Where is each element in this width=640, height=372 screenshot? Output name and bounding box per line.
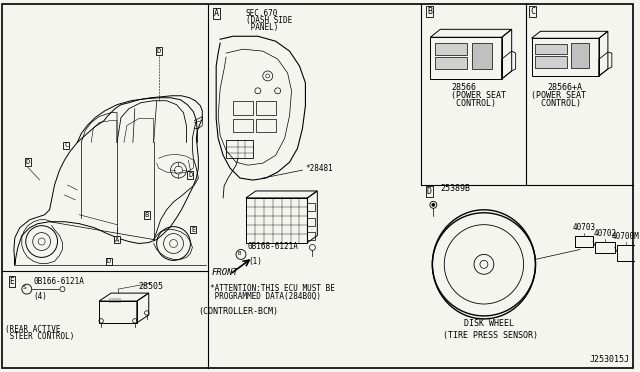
Text: CONTROL): CONTROL) [451, 99, 496, 108]
Bar [571, 43, 589, 68]
Text: (4): (4) [34, 292, 47, 301]
Text: 28505: 28505 [138, 282, 163, 291]
Text: A: A [115, 237, 119, 243]
Text: C: C [530, 7, 535, 16]
Text: B: B [145, 212, 149, 218]
Bar [256, 119, 276, 132]
Bar [233, 101, 253, 115]
Bar [233, 119, 253, 132]
Text: (POWER SEAT: (POWER SEAT [531, 91, 586, 100]
Text: J253015J: J253015J [589, 355, 630, 363]
Text: A: A [214, 9, 219, 18]
Text: 0B166-6121A: 0B166-6121A [34, 277, 84, 286]
Bar [256, 101, 276, 115]
Text: D: D [26, 159, 30, 165]
Text: C: C [64, 142, 68, 148]
Text: 28566: 28566 [452, 83, 477, 92]
Circle shape [432, 203, 435, 206]
Text: S: S [23, 285, 27, 290]
Text: SEC.670: SEC.670 [246, 10, 278, 19]
Text: 25389B: 25389B [440, 185, 470, 193]
Bar [435, 57, 467, 69]
Text: (POWER SEAT: (POWER SEAT [451, 91, 506, 100]
Text: DISK WHEEL: DISK WHEEL [464, 319, 514, 328]
Bar [536, 56, 567, 68]
Text: FRONT: FRONT [211, 268, 238, 277]
Bar [307, 232, 316, 240]
Text: 40703: 40703 [573, 222, 596, 232]
Text: B: B [427, 7, 432, 16]
Bar [536, 44, 567, 54]
Text: D: D [157, 48, 161, 54]
Text: (TIRE PRESS SENSOR): (TIRE PRESS SENSOR) [444, 331, 538, 340]
Text: (REAR ACTIVE: (REAR ACTIVE [5, 325, 60, 334]
Text: 0B168-6121A: 0B168-6121A [248, 243, 299, 251]
Text: PANEL): PANEL) [246, 23, 278, 32]
Text: *28481: *28481 [305, 164, 333, 173]
Text: 28566+A: 28566+A [548, 83, 583, 92]
Text: D: D [188, 172, 193, 178]
Text: *ATTENTION:THIS ECU MUST BE: *ATTENTION:THIS ECU MUST BE [210, 284, 335, 293]
Bar [435, 43, 467, 55]
Text: E: E [191, 227, 195, 232]
Bar [472, 43, 492, 69]
Text: CONTROL): CONTROL) [531, 99, 580, 108]
Text: D: D [107, 259, 111, 264]
Text: E: E [10, 277, 14, 286]
Text: STEER CONTROL): STEER CONTROL) [5, 332, 74, 341]
Text: 40700M: 40700M [612, 231, 639, 241]
Text: (CONTROLLER-BCM): (CONTROLLER-BCM) [198, 307, 278, 316]
Bar [307, 203, 316, 211]
Text: (DASH SIDE: (DASH SIDE [246, 16, 292, 25]
Text: 40702: 40702 [593, 228, 616, 238]
Text: PROGRAMMED DATA(284B0Q): PROGRAMMED DATA(284B0Q) [210, 292, 321, 301]
Text: (1): (1) [248, 257, 262, 266]
Text: B: B [237, 251, 241, 256]
Bar [307, 218, 316, 226]
Text: D: D [427, 187, 432, 196]
